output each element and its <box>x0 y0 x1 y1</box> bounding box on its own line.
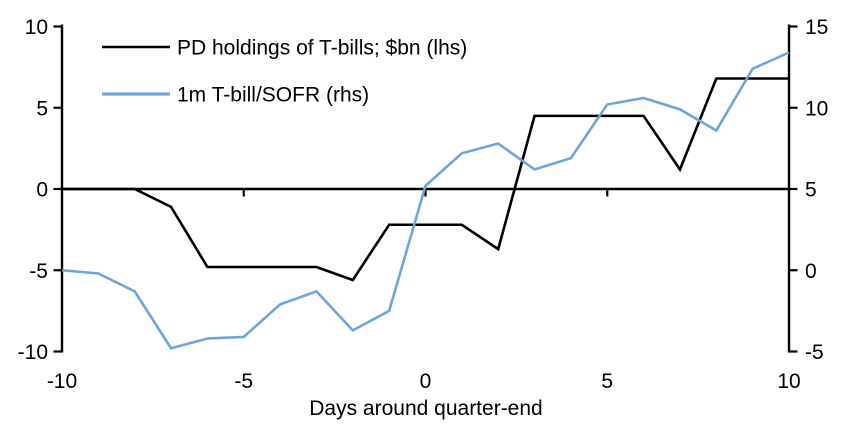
right-axis-tick-label: 0 <box>805 260 817 283</box>
right-axis-tick-label: 10 <box>805 97 828 120</box>
right-axis-tick-label: 15 <box>805 16 828 39</box>
left-axis-tick-label: -5 <box>29 260 48 283</box>
x-axis-tick-label: -5 <box>234 370 253 393</box>
legend-label: 1m T-bill/SOFR (rhs) <box>177 84 369 107</box>
left-axis-tick-label: -10 <box>18 341 48 364</box>
x-axis-tick-label: -10 <box>47 370 77 393</box>
left-axis-tick-label: 5 <box>36 97 48 120</box>
legend-label: PD holdings of T-bills; $bn (lhs) <box>177 37 467 60</box>
series-line-pd-holdings <box>62 77 789 282</box>
x-axis-tick-label: 0 <box>420 370 432 393</box>
x-axis-tick-label: 5 <box>601 370 613 393</box>
series-line-tbill-sofr <box>61 51 790 350</box>
x-axis-tick-label: 10 <box>777 370 800 393</box>
x-axis-title: Days around quarter-end <box>309 397 542 420</box>
left-axis-tick-label: 0 <box>36 179 48 202</box>
series-layer <box>61 51 790 350</box>
right-axis-tick-label: -5 <box>805 341 824 364</box>
right-axis-tick-label: 5 <box>805 179 817 202</box>
left-axis-tick-label: 10 <box>25 16 48 39</box>
axes-layer: 10 5 0 -5 -10 15 10 5 0 -5 -10 -5 0 5 10 <box>18 16 829 393</box>
legend: PD holdings of T-bills; $bn (lhs) 1m T-bi… <box>102 37 467 107</box>
